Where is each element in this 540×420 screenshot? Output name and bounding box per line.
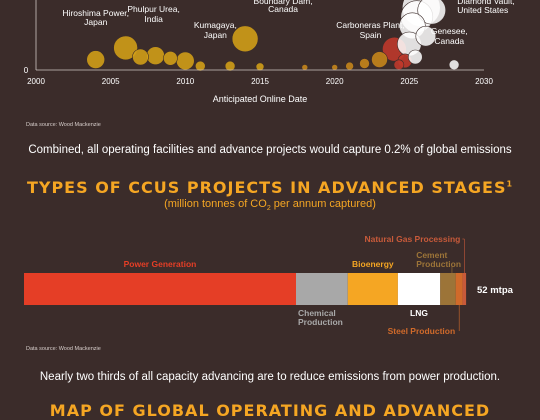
- bar-segment: [296, 273, 348, 305]
- bubble-timeline-chart: 0 2000 2005 2010 2015 2020 2025 2030 Hiroshima…: [24, 0, 515, 104]
- x-tick-label: 2030: [475, 77, 493, 86]
- project-bubble: [359, 58, 370, 69]
- project-bubble: [393, 59, 405, 71]
- project-bubble: [407, 49, 423, 65]
- bar-segment: [347, 273, 398, 305]
- annotation-location: United States: [457, 5, 508, 15]
- x-tick-label: 2015: [251, 77, 269, 86]
- summary-text: Combined, all operating facilities and a…: [28, 144, 512, 156]
- x-axis-title: Anticipated Online Date: [213, 94, 308, 104]
- project-bubble: [371, 51, 388, 68]
- section-subtitle: (million tonnes of CO2 per annum capture…: [0, 198, 540, 212]
- summary-text: Nearly two thirds of all capacity advanc…: [39, 371, 501, 383]
- segment-label: Power Generation: [124, 259, 197, 269]
- annotation-label: Carboneras Plant,: [336, 20, 405, 30]
- project-bubble: [113, 35, 138, 61]
- segment-label: Production: [416, 259, 461, 269]
- annotation-location: Japan: [84, 17, 107, 27]
- bubble-layer: [86, 0, 460, 72]
- x-tick-label: 2005: [102, 77, 120, 86]
- total-label: 52 mtpa: [477, 285, 514, 296]
- annotation-location: India: [144, 14, 163, 24]
- project-bubble: [195, 60, 206, 72]
- annotation-label: Genesee,: [431, 26, 468, 36]
- bar-segment: [462, 273, 467, 305]
- annotation-label: Diamond Vault,: [457, 0, 514, 6]
- segment-label: Bioenergy: [352, 259, 394, 269]
- annotation-location: Spain: [360, 30, 382, 40]
- x-tick-label: 2010: [176, 77, 194, 86]
- x-tick-label: 2020: [326, 77, 344, 86]
- stack-label-layer: Power GenerationChemicalProductionBioene…: [124, 234, 465, 336]
- project-bubble: [224, 60, 236, 72]
- annotation-label: Boundary Dam,: [254, 0, 313, 6]
- project-bubble: [415, 25, 437, 47]
- subtitle-part: per annum captured): [270, 198, 376, 210]
- subtitle-part: (million tonnes of CO: [164, 198, 267, 210]
- x-tick-label: 2025: [400, 77, 418, 86]
- bar-segment: [440, 273, 456, 305]
- segment-label: Natural Gas Processing: [364, 234, 460, 244]
- bar-segment: [455, 273, 463, 305]
- bar-segment: [24, 273, 296, 305]
- y-tick-label: 0: [24, 66, 29, 75]
- footnote-marker: 1: [506, 179, 514, 189]
- project-bubble: [176, 51, 195, 71]
- annotation-location: Japan: [204, 30, 227, 40]
- project-bubble: [255, 62, 265, 72]
- x-tick-label: 2000: [27, 77, 45, 86]
- stacked-bar-chart: Power GenerationChemicalProductionBioene…: [24, 234, 514, 336]
- section-title: TYPES OF CCUS PROJECTS IN ADVANCED STAGE…: [0, 178, 540, 197]
- segment-label: Steel Production: [388, 326, 456, 336]
- project-bubble: [417, 0, 446, 25]
- section-title-text: TYPES OF CCUS PROJECTS IN ADVANCED STAGE…: [26, 178, 507, 197]
- annotation-label: Hiroshima Power,: [62, 8, 129, 18]
- segment-label: Production: [298, 317, 343, 327]
- annotation-location: Canada: [268, 4, 298, 14]
- annotation-label: Kumagaya,: [194, 20, 237, 30]
- next-section-title: MAP OF GLOBAL OPERATING AND ADVANCED: [49, 401, 491, 420]
- bar-segment: [397, 273, 441, 305]
- project-bubble: [86, 50, 105, 69]
- data-source-note: Data source: Wood Mackenzie: [26, 122, 101, 128]
- segment-label: Chemical: [298, 308, 336, 318]
- x-tick-layer: 2000 2005 2010 2015 2020 2025 2030: [27, 77, 493, 86]
- segment-label: LNG: [410, 308, 428, 318]
- project-bubble: [448, 59, 460, 71]
- project-bubble: [231, 25, 259, 53]
- segment-label: Cement: [416, 250, 447, 260]
- subtitle-subscript: 2: [266, 205, 271, 213]
- annotation-label: Phulpur Urea,: [127, 4, 179, 14]
- project-bubble: [132, 48, 149, 66]
- project-bubble: [331, 64, 339, 71]
- data-source-note: Data source: Wood Mackenzie: [26, 346, 101, 352]
- project-bubble: [301, 64, 309, 71]
- project-bubble: [345, 61, 354, 71]
- project-bubble: [163, 50, 178, 66]
- stack-layer: [24, 273, 467, 305]
- project-bubble: [146, 46, 165, 66]
- annotation-location: Canada: [434, 36, 464, 46]
